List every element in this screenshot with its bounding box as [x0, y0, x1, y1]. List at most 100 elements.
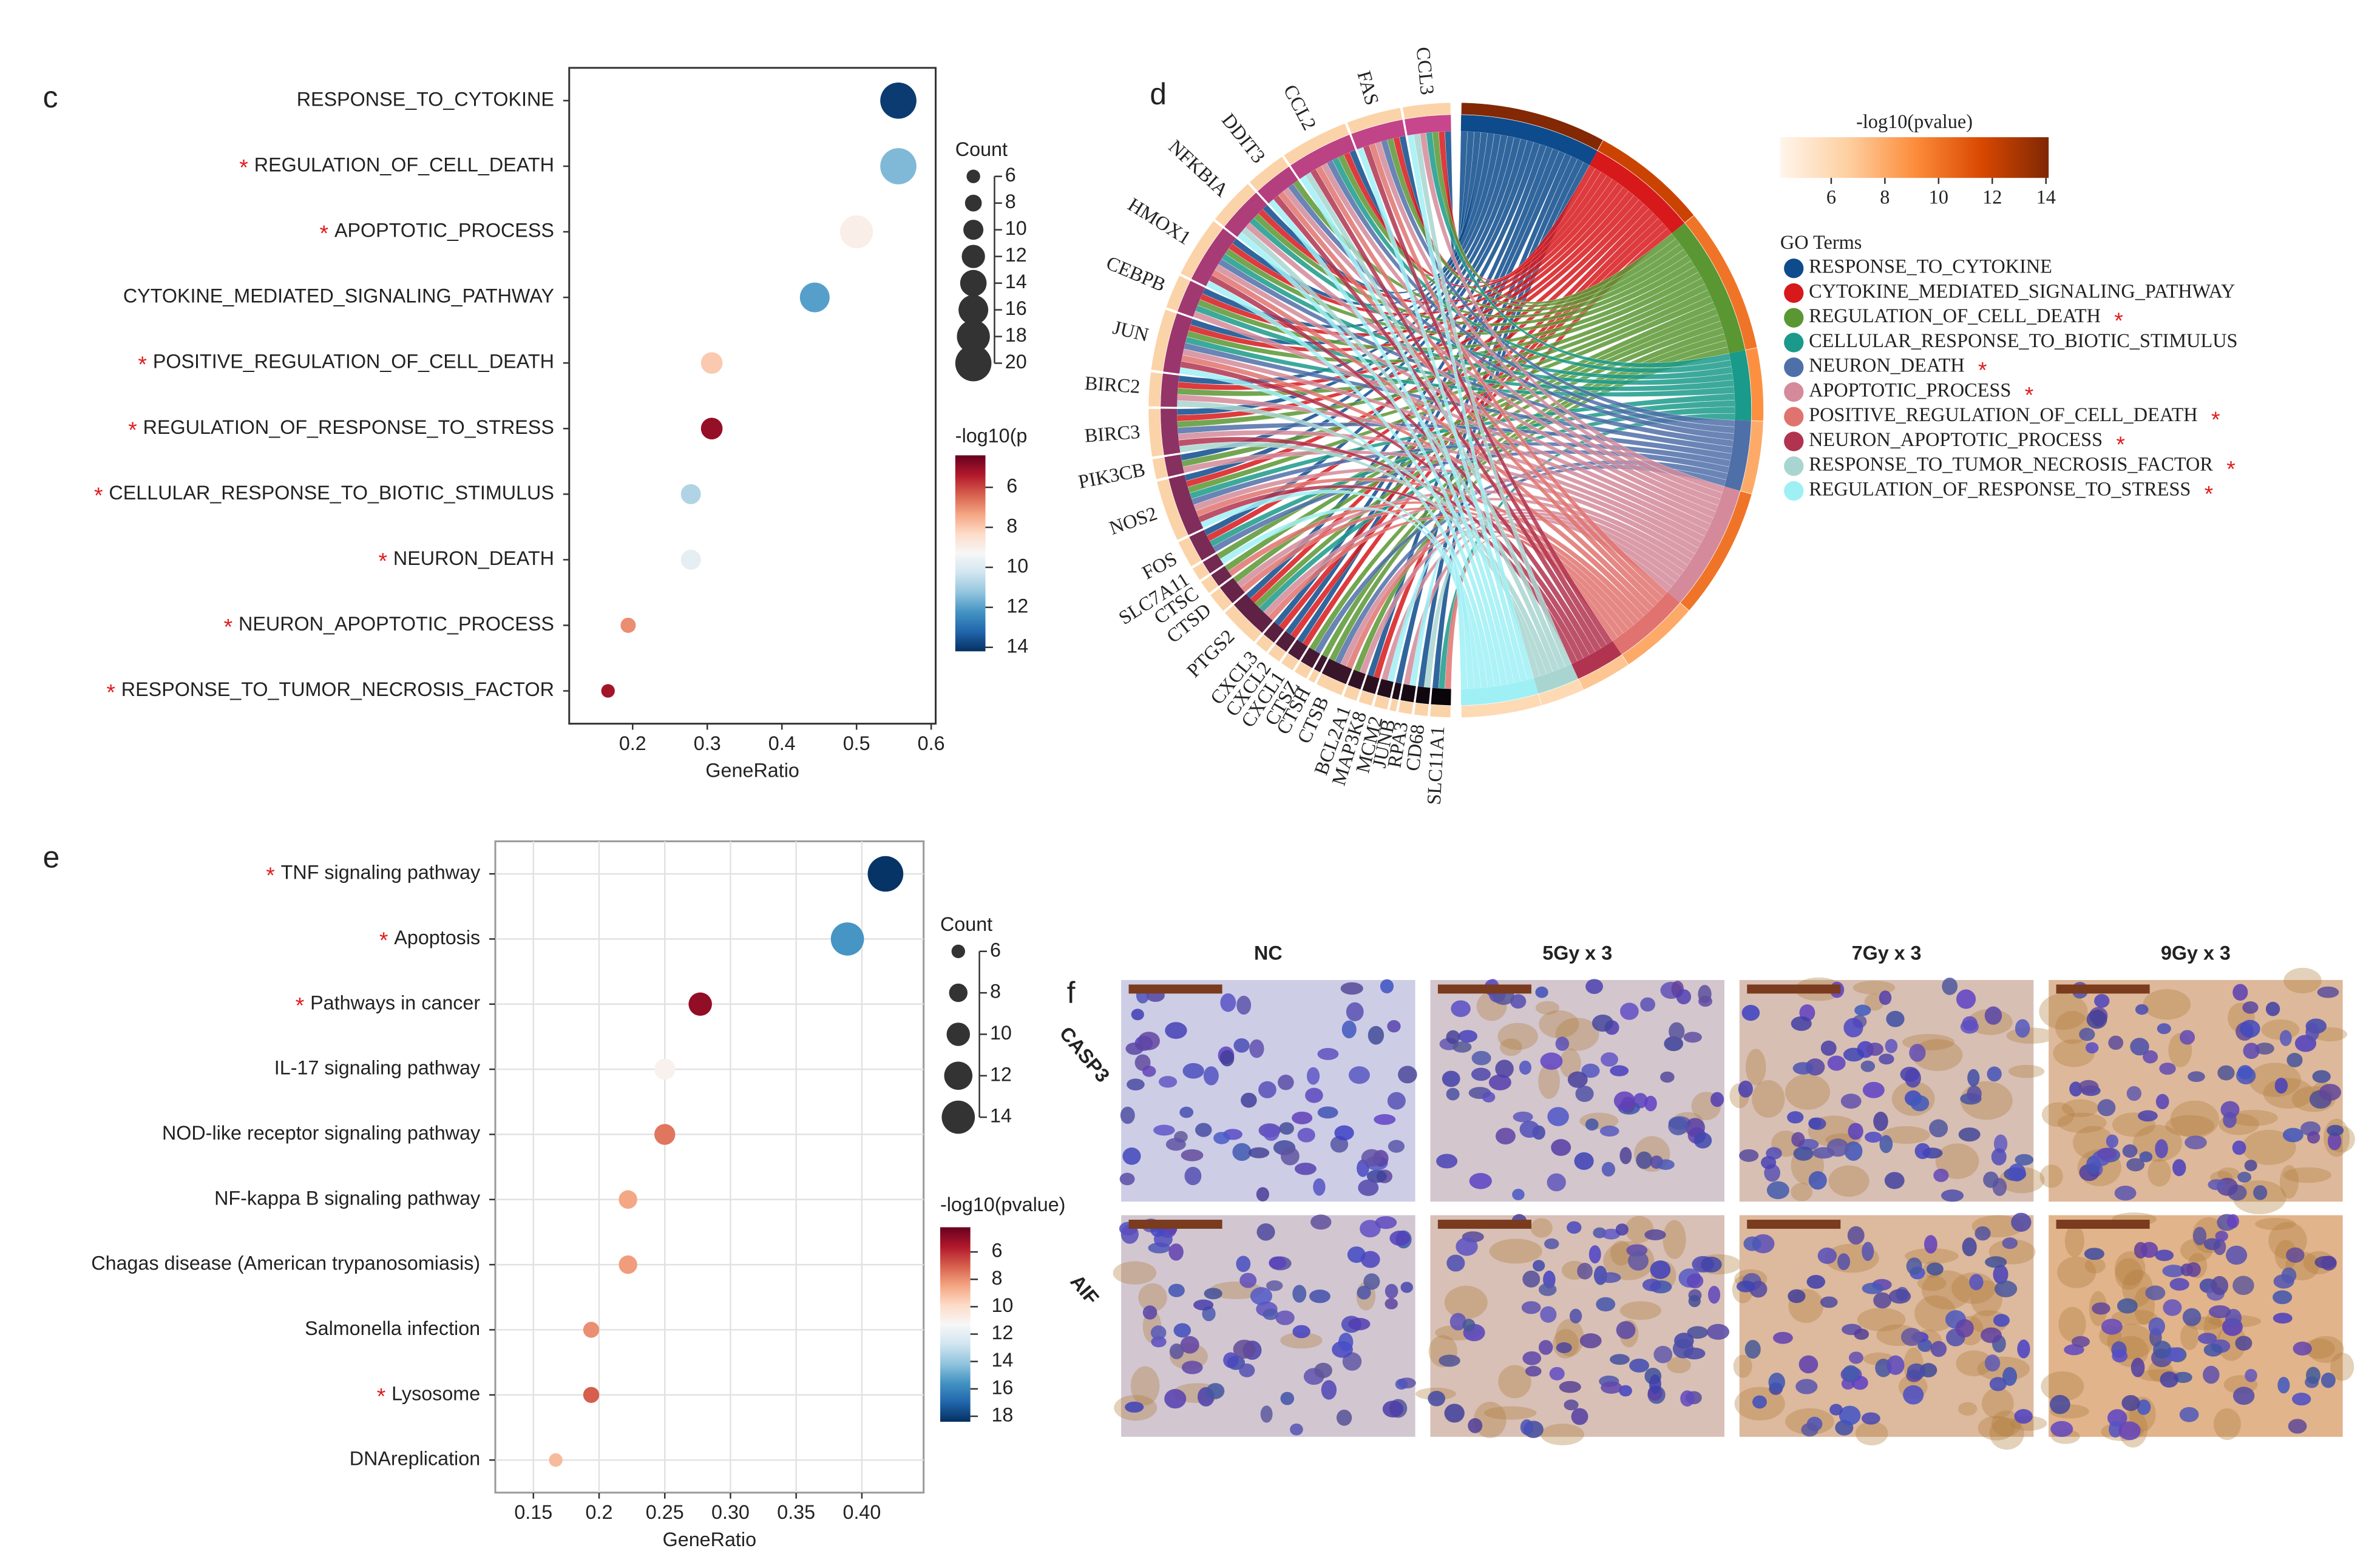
nucleus — [1317, 1048, 1339, 1060]
nucleus — [1241, 1092, 1257, 1108]
nucleus — [1122, 1147, 1141, 1165]
nucleus — [1150, 1325, 1167, 1340]
nucleus — [1680, 1390, 1695, 1407]
nucleus — [1644, 1229, 1666, 1240]
nucleus — [2112, 1349, 2128, 1363]
stain — [2111, 1309, 2158, 1325]
nucleus — [2312, 1070, 2331, 1083]
column-label: NC — [1254, 942, 1283, 964]
dot — [799, 282, 830, 313]
nucleus — [2286, 1247, 2305, 1263]
stain — [1113, 1261, 1157, 1285]
x-tick-label: 0.40 — [842, 1501, 881, 1523]
nucleus — [1131, 1009, 1144, 1021]
nucleus — [1903, 1385, 1924, 1405]
nucleus — [2011, 1212, 2032, 1232]
stain — [1956, 1350, 1993, 1376]
nucleus — [2232, 984, 2248, 1001]
stain — [1530, 1218, 1553, 1238]
gene-outer-arc — [1191, 562, 1210, 581]
nucleus — [1263, 1308, 1279, 1320]
nucleus — [1741, 1005, 1760, 1021]
nucleus — [1743, 1236, 1761, 1251]
nucleus — [1357, 1285, 1371, 1300]
gene-arc — [1347, 669, 1366, 690]
nucleus — [1962, 1237, 1977, 1257]
gene-label: BIRC2 — [1084, 372, 1141, 397]
nucleus — [1924, 1235, 1937, 1254]
scale-bar — [1128, 1220, 1222, 1229]
nucleus — [1879, 1135, 1893, 1154]
nucleus — [2282, 1127, 2303, 1143]
scale-bar — [1747, 984, 1841, 994]
nucleus — [2327, 1132, 2342, 1151]
nucleus — [1551, 1139, 1571, 1156]
gene-arc — [1162, 313, 1193, 374]
nucleus — [2279, 1030, 2292, 1046]
nucleus — [1644, 1095, 1657, 1112]
scale-bar — [1437, 984, 1531, 994]
star-marker: * — [266, 862, 275, 888]
nucleus — [1660, 1071, 1675, 1083]
stain — [1935, 1143, 1979, 1179]
nucleus — [1669, 1022, 1685, 1041]
nucleus — [2155, 1139, 2168, 1158]
colorbar-label: 10 — [1006, 555, 1028, 576]
nucleus — [2155, 1093, 2169, 1109]
nucleus — [1574, 1152, 1594, 1171]
nucleus — [1310, 1214, 1332, 1230]
nucleus — [1962, 1016, 1978, 1031]
dot — [700, 352, 723, 374]
nucleus — [1462, 1319, 1476, 1331]
nucleus — [2179, 1407, 2199, 1422]
colorbar — [1780, 137, 2049, 178]
colorbar-label: 6 — [1006, 475, 1017, 497]
nucleus — [2148, 1317, 2165, 1336]
stain — [1914, 1295, 1956, 1332]
y-tick-label: CYTOKINE_MEDIATED_SIGNALING_PATHWAY — [123, 285, 554, 307]
nucleus — [1861, 1412, 1880, 1425]
nucleus — [1347, 1317, 1371, 1331]
dot — [680, 484, 701, 504]
colorbar-label: 14 — [991, 1349, 1013, 1371]
legend-label: 14 — [1005, 271, 1027, 292]
nucleus — [1469, 1172, 1492, 1189]
scale-bar — [2056, 1220, 2150, 1229]
gene-outer-arc — [1414, 702, 1429, 717]
nucleus — [1942, 978, 1958, 995]
stain — [1746, 1049, 1766, 1086]
colorbar-label: 10 — [1929, 186, 1948, 208]
nucleus — [1256, 1187, 1269, 1201]
x-tick-label: 0.25 — [646, 1501, 684, 1523]
legend-label: 6 — [1005, 164, 1016, 186]
scale-bar — [1437, 1220, 1531, 1229]
size-key — [946, 1022, 971, 1046]
nucleus — [1363, 1273, 1380, 1290]
y-tick-label: RESPONSE_TO_TUMOR_NECROSIS_FACTOR — [121, 678, 554, 700]
stain — [1535, 1001, 1559, 1015]
nucleus — [1708, 1285, 1721, 1304]
stain — [2053, 1039, 2095, 1067]
star-marker: * — [239, 155, 248, 180]
gene-outer-arc — [1165, 275, 1191, 312]
nucleus — [1873, 1111, 1888, 1131]
colorbar-label: 8 — [1006, 515, 1017, 537]
gene-arc — [1362, 674, 1380, 695]
stain — [1663, 1220, 1686, 1259]
nucleus — [1387, 1092, 1406, 1110]
gene-outer-arc — [1249, 156, 1289, 192]
stain — [2115, 1258, 2143, 1290]
nucleus — [1844, 1141, 1863, 1161]
dot — [830, 922, 864, 956]
legend-swatch — [1784, 357, 1804, 377]
term-arc — [1533, 664, 1579, 694]
nucleus — [1519, 1060, 1531, 1075]
dot — [549, 1453, 563, 1467]
colorbar-label: 14 — [1006, 635, 1028, 657]
nucleus — [1984, 1006, 2002, 1025]
nucleus — [1795, 1379, 1818, 1394]
dot — [620, 617, 636, 634]
gene-outer-arc — [1429, 704, 1451, 718]
nucleus — [1768, 1373, 1785, 1392]
nucleus — [2049, 1394, 2070, 1414]
